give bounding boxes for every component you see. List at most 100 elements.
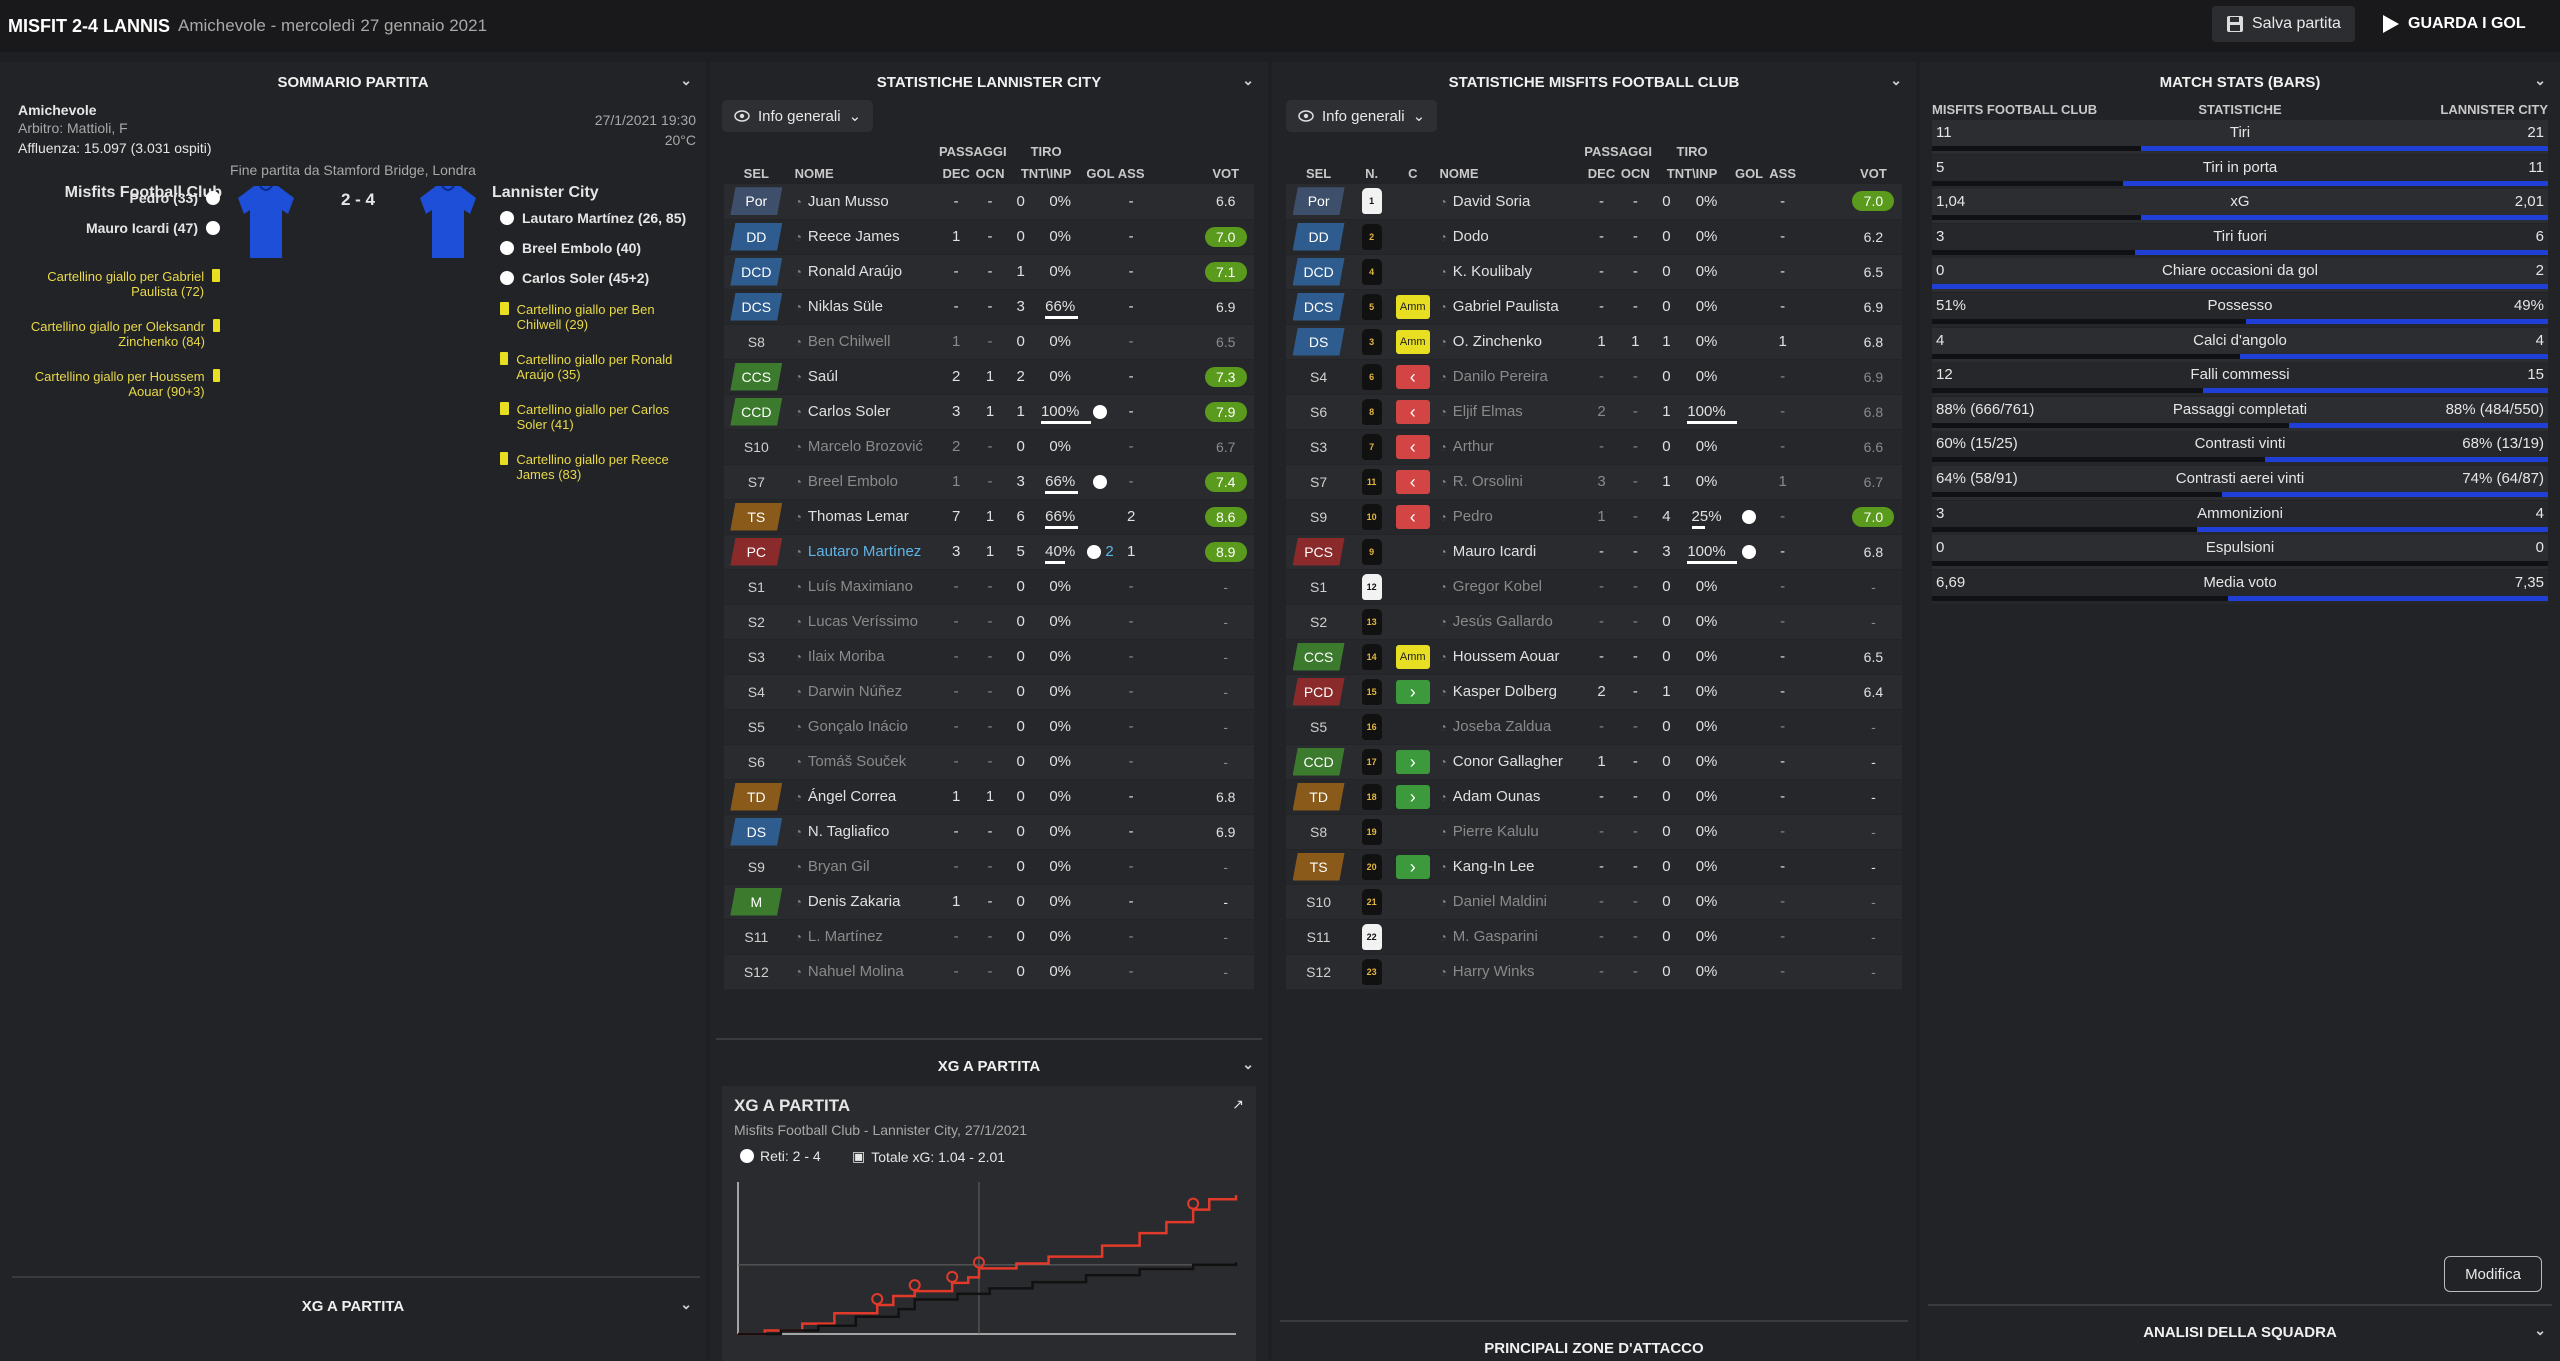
lannister-header[interactable]: STATISTICHE LANNISTER CITY ⌄ [710,62,1268,102]
player-name[interactable]: Nahuel Molina [807,963,904,980]
col-sel[interactable]: SEL [743,165,769,181]
lannister-view-dropdown[interactable]: Info generali ⌄ [722,100,874,132]
col-tnt[interactable]: TNT\INP [1666,165,1718,181]
player-name[interactable]: Mauro Icardi [1452,543,1537,560]
summary-header[interactable]: SOMMARIO PARTITA ⌄ [0,62,706,102]
player-name[interactable]: Arthur [1452,438,1494,455]
modify-button[interactable]: Modifica [2444,1256,2542,1292]
player-row[interactable]: PCS 9 ◔ Mauro Icardi - -3 100% -6.8 [1286,534,1902,570]
player-name[interactable]: N. Tagliafico [807,823,890,840]
chevron-down-icon[interactable]: ⌄ [1242,72,1254,88]
player-row[interactable]: S2 13 ◔ Jesús Gallardo - -0 0% - - [1286,604,1902,640]
player-row[interactable]: PCD 15 › ◔ Kasper Dolberg 2-1 0% -6.4 [1286,674,1902,710]
player-row[interactable]: CCD ◔ Carlos Soler 3 1 1 100% -7.9 [724,394,1254,430]
player-name[interactable]: Danilo Pereira [1452,368,1548,385]
player-name[interactable]: Denis Zakaria [807,893,901,910]
player-row[interactable]: DS 3 Amm ◔ O. Zinchenko 1 1 1 0% 1 6.8 [1286,324,1902,360]
player-row[interactable]: S4 6 ‹ ◔ Danilo Pereira - -0 0% -6.9 [1286,359,1902,395]
player-row[interactable]: S10 21 ◔ Daniel Maldini - -0 0% - - [1286,884,1902,920]
player-name[interactable]: Saúl [807,368,838,385]
col-nome[interactable]: NOME [1439,165,1479,181]
player-name[interactable]: Lautaro Martínez [807,543,922,560]
col-vot[interactable]: VOT [1860,165,1887,181]
player-row[interactable]: S5 ◔ Gonçalo Inácio - -0 0% - - [724,709,1254,745]
player-name[interactable]: Pierre Kalulu [1452,823,1539,840]
player-row[interactable]: DCD 4 ◔ K. Koulibaly - -0 0% -6.5 [1286,254,1902,290]
player-name[interactable]: Ronald Araújo [807,263,903,280]
player-name[interactable]: Niklas Süle [807,298,883,315]
player-row[interactable]: S11 ◔ L. Martínez - -0 0% - - [724,919,1254,955]
player-name[interactable]: R. Orsolini [1452,473,1523,490]
player-row[interactable]: S1 12 ◔ Gregor Kobel - -0 0% - - [1286,569,1902,605]
player-row[interactable]: PC ◔ Lautaro Martínez 3 1 5 40% 2 1 8.9 [724,534,1254,570]
col-vot[interactable]: VOT [1212,165,1240,181]
player-row[interactable]: S6 8 ‹ ◔ Eljif Elmas 2-1 100% -6.8 [1286,394,1902,430]
team-analysis-header[interactable]: ANALISI DELLA SQUADRA ⌄ [1920,1312,2560,1352]
expand-icon[interactable]: ↗ [1232,1096,1244,1112]
chevron-down-icon[interactable]: ⌄ [680,72,692,88]
player-name[interactable]: O. Zinchenko [1452,333,1543,350]
col-tnt[interactable]: TNT\INP [1020,165,1072,181]
chevron-down-icon[interactable]: ⌄ [2534,1322,2546,1338]
player-row[interactable]: S3 ◔ Ilaix Moriba - -0 0% - - [724,639,1254,675]
player-name[interactable]: Pedro [1452,508,1493,525]
col-nome[interactable]: NOME [794,165,834,181]
chevron-down-icon[interactable]: ⌄ [680,1296,692,1312]
player-row[interactable]: S9 10 ‹ ◔ Pedro 1-4 25% -7.0 [1286,499,1902,535]
player-row[interactable]: TD 18 › ◔ Adam Ounas - -0 0% - - [1286,779,1902,815]
player-row[interactable]: S12 ◔ Nahuel Molina - -0 0% - - [724,954,1254,990]
player-name[interactable]: Lucas Veríssimo [807,613,918,630]
player-row[interactable]: S1 ◔ Luís Maximiano - -0 0% - - [724,569,1254,605]
player-row[interactable]: DCS 5 Amm ◔ Gabriel Paulista - -0 0% -6.9 [1286,289,1902,325]
player-row[interactable]: Por ◔ Juan Musso - -0 0% -6.6 [724,184,1254,220]
col-ocn[interactable]: OCN [975,165,1005,181]
attack-zones-header[interactable]: PRINCIPALI ZONE D'ATTACCO [1272,1330,1916,1358]
col-ass[interactable]: ASS [1769,165,1797,181]
player-name[interactable]: Dodo [1452,228,1489,245]
match-stats-header[interactable]: MATCH STATS (BARS) ⌄ [1920,62,2560,102]
player-name[interactable]: Bryan Gil [807,858,870,875]
player-row[interactable]: TD ◔ Ángel Correa 1 1 0 0% -6.8 [724,779,1254,815]
col-ass[interactable]: ASS [1117,165,1145,181]
player-row[interactable]: S12 23 ◔ Harry Winks - -0 0% - - [1286,954,1902,990]
xg-header[interactable]: XG A PARTITA ⌄ [710,1046,1268,1086]
save-match-button[interactable]: Salva partita [2212,6,2355,42]
player-row[interactable]: CCD 17 › ◔ Conor Gallagher 1-0 0% - - [1286,744,1902,780]
player-row[interactable]: S5 16 ◔ Joseba Zaldua - -0 0% - - [1286,709,1902,745]
player-row[interactable]: M ◔ Denis Zakaria 1-0 0% - - [724,884,1254,920]
player-row[interactable]: S4 ◔ Darwin Núñez - -0 0% - - [724,674,1254,710]
player-row[interactable]: DCD ◔ Ronald Araújo - -1 0% -7.1 [724,254,1254,290]
player-name[interactable]: Daniel Maldini [1452,893,1548,910]
player-name[interactable]: L. Martínez [807,928,883,945]
player-row[interactable]: CCS ◔ Saúl 2 1 2 0% - 7.3 [724,359,1254,395]
chevron-down-icon[interactable]: ⌄ [1890,72,1902,88]
player-name[interactable]: Gonçalo Inácio [807,718,908,735]
player-name[interactable]: Tomáš Souček [807,753,907,770]
player-row[interactable]: S2 ◔ Lucas Veríssimo - -0 0% - - [724,604,1254,640]
col-gol[interactable]: GOL [1734,165,1764,181]
summary-xg-header[interactable]: XG A PARTITA ⌄ [0,1286,706,1326]
player-row[interactable]: S9 ◔ Bryan Gil - -0 0% - - [724,849,1254,885]
player-name[interactable]: Marcelo Brozović [807,438,923,455]
col-number[interactable]: N. [1365,165,1379,181]
misfits-view-dropdown[interactable]: Info generali ⌄ [1286,100,1438,132]
player-name[interactable]: M. Gasparini [1452,928,1538,945]
player-row[interactable]: TS ◔ Thomas Lemar 7 1 6 66% 2 8.6 [724,499,1254,535]
player-row[interactable]: S7 11 ‹ ◔ R. Orsolini 3-1 0% 1 6.7 [1286,464,1902,500]
watch-goals-button[interactable]: GUARDA I GOL [2368,6,2540,42]
player-name[interactable]: Breel Embolo [807,473,898,490]
player-name[interactable]: Carlos Soler [807,403,891,420]
player-row[interactable]: S10 ◔ Marcelo Brozović 2-0 0% -6.7 [724,429,1254,465]
col-sel[interactable]: SEL [1305,165,1332,181]
player-row[interactable]: DCS ◔ Niklas Süle - -3 66% -6.9 [724,289,1254,325]
player-row[interactable]: TS 20 › ◔ Kang-In Lee - -0 0% - - [1286,849,1902,885]
player-name[interactable]: Luís Maximiano [807,578,913,595]
player-name[interactable]: Jesús Gallardo [1452,613,1553,630]
player-name[interactable]: Kang-In Lee [1452,858,1535,875]
player-row[interactable]: Por 1 ◔ David Soria - -0 0% -7.0 [1286,184,1902,220]
col-card[interactable]: C [1408,165,1418,181]
player-name[interactable]: Thomas Lemar [807,508,909,525]
player-name[interactable]: Gabriel Paulista [1452,298,1559,315]
player-name[interactable]: Ben Chilwell [807,333,891,350]
player-name[interactable]: Ángel Correa [807,788,897,805]
